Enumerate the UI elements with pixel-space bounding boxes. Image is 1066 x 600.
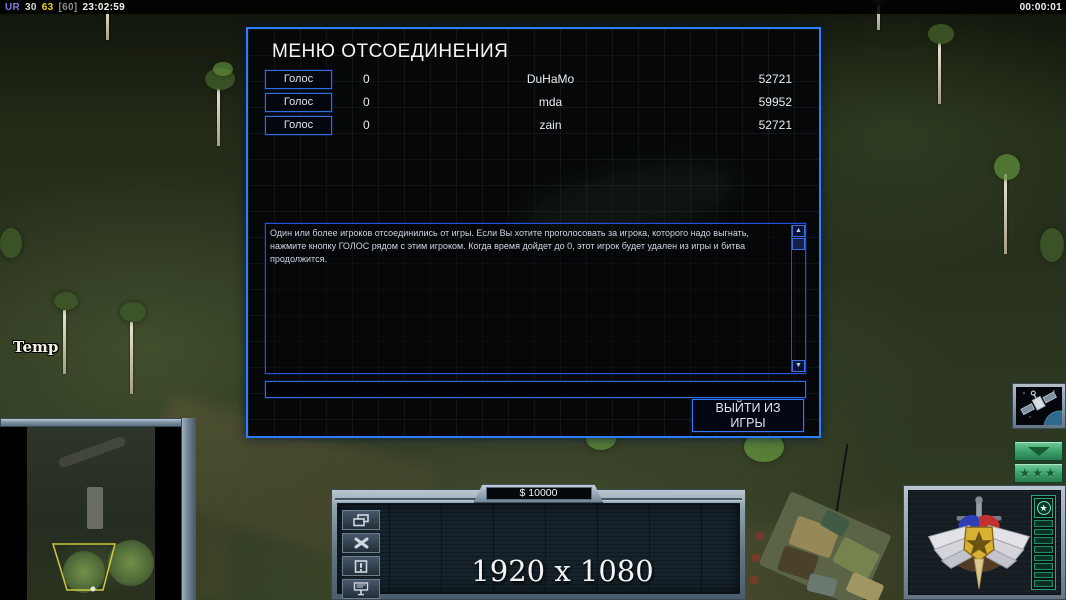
disconnect-menu-dialog: МЕНЮ ОТСОЕДИНЕНИЯ Голос 0 DuHaMo 52721 Г…: [246, 27, 821, 438]
dialog-title: МЕНЮ ОТСОЕДИНЕНИЯ: [272, 41, 509, 62]
experience-cell: [1034, 563, 1053, 570]
tank: [750, 491, 912, 600]
vote-count: 0: [363, 72, 370, 86]
disconnect-info-text: Один или более игроков отсоединились от …: [270, 228, 749, 265]
scrollbar[interactable]: ▲ ▼: [791, 225, 805, 372]
player-timeout: 52721: [758, 72, 792, 86]
game-label: UR: [5, 1, 21, 13]
minimap-frame-top: [0, 418, 196, 427]
alert-button[interactable]: [342, 556, 380, 576]
cascade-windows-button[interactable]: [342, 510, 380, 530]
minimap[interactable]: [0, 427, 181, 600]
fps-value: 30: [25, 1, 37, 13]
net-bracket-value: [60]: [58, 1, 78, 13]
minimap-tree-blob: [63, 551, 105, 593]
top-status-bar: UR 30 63 [60] 23:02:59 00:00:01: [0, 0, 1066, 14]
faction-panel-body: ★: [908, 490, 1061, 595]
collapse-panel-button[interactable]: [1014, 441, 1063, 461]
scroll-down-icon[interactable]: ▼: [792, 360, 805, 372]
minimap-panel: [0, 418, 196, 600]
net-value: 63: [41, 1, 54, 13]
satellite-cameo-frame: [1012, 383, 1066, 429]
satellite-icon: [1016, 387, 1062, 425]
usa-faction-emblem: [927, 496, 1031, 589]
experience-cell: [1034, 571, 1053, 579]
money-display: $ 10000: [473, 484, 604, 503]
experience-cell: [1034, 554, 1053, 562]
rank-stars-icon: ★★★: [1019, 466, 1058, 480]
scrollbar-thumb[interactable]: [792, 238, 805, 250]
chevron-down-icon: [1027, 446, 1050, 456]
experience-column: ★: [1031, 495, 1056, 590]
player-list: Голос 0 DuHaMo 52721 Голос 0 mda 59952 Г…: [265, 68, 806, 137]
resolution-overlay-text: 1920 x 1080: [471, 554, 654, 588]
vote-count: 0: [363, 95, 370, 109]
experience-cell: [1034, 520, 1053, 527]
player-name: mda: [538, 95, 563, 109]
money-value: $ 10000: [485, 487, 592, 500]
minimap-tree-blob: [108, 540, 154, 586]
experience-cell: [1034, 528, 1053, 536]
player-timeout: 52721: [758, 118, 792, 132]
minimap-road: [87, 487, 103, 529]
scroll-up-icon[interactable]: ▲: [792, 225, 805, 237]
exit-game-button[interactable]: ВЫЙТИ ИЗ ИГРЫ: [692, 399, 804, 432]
options-wrench-button[interactable]: [342, 533, 380, 553]
command-bar-body: 1920 x 1080: [337, 503, 740, 599]
general-rank-button[interactable]: ★★★: [1014, 463, 1063, 483]
player-row: Голос 0 zain 52721: [265, 114, 806, 136]
vote-button[interactable]: Голос: [265, 115, 332, 135]
cascade-windows-icon: [353, 513, 369, 526]
experience-cell: [1034, 537, 1053, 544]
faction-panel: ★: [903, 485, 1066, 600]
vote-count: 0: [363, 118, 370, 132]
satellite-cameo[interactable]: [1016, 387, 1062, 425]
info-textbox: Один или более игроков отсоединились от …: [265, 223, 806, 374]
player-name: DuHaMo: [526, 72, 575, 86]
rank-star-slot: ★: [1034, 498, 1053, 518]
beacon-sign-button[interactable]: [342, 579, 380, 599]
player-timeout: 59952: [758, 95, 792, 109]
experience-cell: [1034, 580, 1053, 587]
vote-button[interactable]: Голос: [265, 92, 332, 112]
hud-side-buttons: ★★★: [1014, 441, 1063, 483]
match-timer: 00:00:01: [1019, 1, 1062, 13]
vote-button[interactable]: Голос: [265, 69, 332, 89]
player-row: Голос 0 DuHaMo 52721: [265, 68, 806, 90]
system-clock: 23:02:59: [82, 1, 125, 13]
experience-cell: [1034, 545, 1053, 553]
map-name-label: Temp: [13, 338, 59, 356]
alert-icon: [354, 559, 368, 573]
player-row: Голос 0 mda 59952: [265, 91, 806, 113]
player-name: zain: [539, 118, 562, 132]
command-side-buttons: [342, 510, 380, 599]
command-bar: $ 10000: [331, 484, 746, 600]
wrench-icon: [354, 537, 368, 549]
star-icon: ★: [1036, 501, 1051, 515]
chat-input[interactable]: [265, 381, 806, 398]
signpost-icon: [353, 582, 369, 596]
camera-frustum: [51, 543, 116, 592]
minimap-frame-right: [181, 418, 196, 600]
